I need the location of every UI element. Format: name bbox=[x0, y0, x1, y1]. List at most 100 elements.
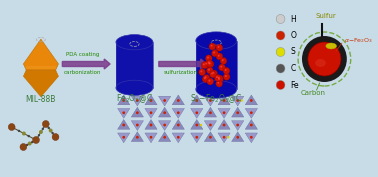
Polygon shape bbox=[145, 119, 157, 129]
Circle shape bbox=[195, 99, 198, 102]
Text: MIL-88B: MIL-88B bbox=[26, 95, 56, 104]
Circle shape bbox=[250, 124, 253, 126]
Bar bbox=[116, 42, 153, 88]
Circle shape bbox=[136, 136, 139, 139]
Polygon shape bbox=[118, 133, 130, 143]
Circle shape bbox=[204, 77, 206, 79]
Ellipse shape bbox=[196, 81, 237, 98]
Circle shape bbox=[205, 55, 212, 62]
Circle shape bbox=[205, 63, 207, 65]
Circle shape bbox=[136, 111, 139, 114]
Polygon shape bbox=[158, 107, 171, 117]
Circle shape bbox=[209, 71, 216, 78]
Ellipse shape bbox=[315, 59, 326, 67]
Polygon shape bbox=[145, 95, 157, 105]
Polygon shape bbox=[218, 119, 230, 129]
Circle shape bbox=[8, 124, 15, 130]
Circle shape bbox=[209, 111, 212, 114]
Circle shape bbox=[200, 124, 202, 126]
Circle shape bbox=[208, 61, 210, 63]
Circle shape bbox=[218, 78, 220, 80]
Circle shape bbox=[222, 59, 224, 61]
Polygon shape bbox=[118, 109, 130, 118]
Circle shape bbox=[214, 74, 221, 81]
Circle shape bbox=[207, 61, 214, 67]
Polygon shape bbox=[191, 95, 203, 105]
Text: S: S bbox=[290, 47, 295, 56]
Circle shape bbox=[250, 99, 253, 102]
Polygon shape bbox=[23, 39, 59, 70]
Circle shape bbox=[199, 69, 206, 76]
Polygon shape bbox=[172, 119, 184, 129]
Circle shape bbox=[18, 130, 20, 132]
Circle shape bbox=[223, 124, 225, 126]
Text: $\mathregular{S_x\!-\!Fe_2O_3@C}$: $\mathregular{S_x\!-\!Fe_2O_3@C}$ bbox=[190, 93, 242, 105]
Polygon shape bbox=[245, 119, 257, 129]
Circle shape bbox=[220, 66, 222, 68]
Circle shape bbox=[42, 128, 44, 130]
Text: O: O bbox=[290, 31, 296, 40]
Circle shape bbox=[163, 99, 166, 102]
Text: $\alpha\mathregular{-Fe_2O_3}$: $\alpha\mathregular{-Fe_2O_3}$ bbox=[344, 36, 373, 45]
Text: H: H bbox=[290, 15, 296, 24]
Circle shape bbox=[209, 99, 212, 102]
Circle shape bbox=[136, 124, 139, 126]
Circle shape bbox=[250, 111, 253, 114]
Text: PDA coating: PDA coating bbox=[66, 52, 99, 57]
Circle shape bbox=[208, 80, 211, 82]
Circle shape bbox=[209, 136, 212, 139]
Circle shape bbox=[225, 69, 227, 71]
Circle shape bbox=[223, 67, 230, 74]
Circle shape bbox=[236, 136, 239, 139]
Polygon shape bbox=[232, 132, 244, 142]
Circle shape bbox=[213, 52, 215, 53]
Circle shape bbox=[209, 43, 216, 50]
Circle shape bbox=[31, 141, 33, 143]
Circle shape bbox=[236, 99, 239, 102]
Ellipse shape bbox=[326, 43, 336, 49]
Polygon shape bbox=[204, 96, 217, 106]
Polygon shape bbox=[191, 133, 203, 143]
Circle shape bbox=[122, 136, 125, 139]
Polygon shape bbox=[131, 107, 144, 117]
Text: Sulfur: Sulfur bbox=[316, 13, 337, 19]
Polygon shape bbox=[218, 109, 230, 118]
Circle shape bbox=[208, 62, 211, 64]
Circle shape bbox=[209, 124, 212, 126]
Circle shape bbox=[200, 70, 202, 72]
Circle shape bbox=[122, 111, 125, 114]
Text: sulfurization: sulfurization bbox=[163, 70, 197, 75]
Circle shape bbox=[218, 55, 220, 57]
Circle shape bbox=[216, 75, 223, 82]
Polygon shape bbox=[232, 121, 244, 130]
Text: Carbon: Carbon bbox=[300, 90, 325, 96]
Circle shape bbox=[203, 75, 210, 81]
Polygon shape bbox=[118, 119, 130, 129]
Circle shape bbox=[48, 127, 50, 129]
Circle shape bbox=[33, 136, 39, 144]
FancyArrow shape bbox=[159, 59, 206, 69]
Circle shape bbox=[227, 136, 229, 138]
Circle shape bbox=[22, 132, 26, 136]
Circle shape bbox=[150, 136, 152, 139]
Polygon shape bbox=[118, 95, 130, 105]
Circle shape bbox=[241, 99, 243, 102]
Polygon shape bbox=[232, 96, 244, 106]
Circle shape bbox=[208, 69, 210, 71]
Circle shape bbox=[223, 73, 230, 80]
Circle shape bbox=[20, 144, 27, 150]
Polygon shape bbox=[218, 133, 230, 143]
Circle shape bbox=[195, 111, 198, 114]
Circle shape bbox=[202, 76, 209, 83]
Polygon shape bbox=[131, 121, 144, 130]
Circle shape bbox=[276, 15, 285, 24]
Circle shape bbox=[203, 61, 210, 68]
Circle shape bbox=[212, 50, 218, 57]
Circle shape bbox=[177, 124, 180, 126]
Circle shape bbox=[42, 121, 49, 127]
Text: carbonization: carbonization bbox=[64, 70, 102, 75]
Polygon shape bbox=[172, 109, 184, 118]
Circle shape bbox=[52, 133, 59, 141]
Circle shape bbox=[207, 56, 209, 59]
Circle shape bbox=[49, 129, 53, 133]
